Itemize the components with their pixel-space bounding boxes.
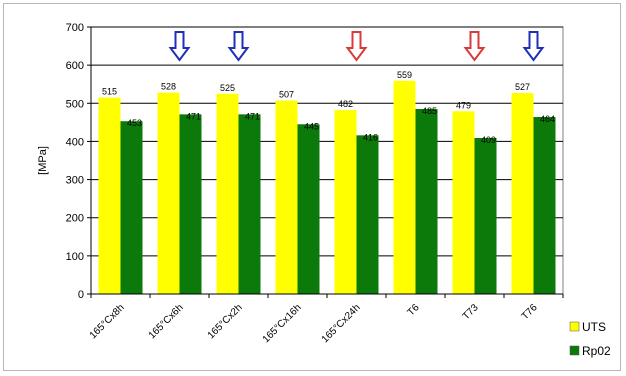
category-label: T73	[461, 302, 481, 322]
category-label: T6	[406, 302, 422, 318]
rp02-value-label: 409	[481, 135, 496, 145]
legend-swatch-rp02	[569, 345, 580, 356]
y-tick-label: 600	[66, 60, 84, 72]
uts-bar	[393, 80, 416, 294]
y-axis-title: [MPa]	[37, 146, 49, 175]
uts-bar	[275, 100, 298, 294]
legend-label-uts: UTS	[582, 320, 606, 334]
rp02-bar	[120, 121, 143, 294]
markers	[168, 31, 545, 62]
category-label: 165°Cx24h	[320, 302, 363, 345]
legend: UTS Rp02	[569, 320, 611, 358]
rp02-value-label: 453	[127, 118, 142, 128]
uts-bar	[334, 110, 357, 294]
uts-value-label: 479	[456, 100, 471, 110]
bar-chart: 515 453 528 471 525 471 507 445 482 416 559 485 479 4…	[37, 22, 611, 358]
down-arrow-icon	[168, 31, 191, 62]
y-tick-label: 0	[78, 289, 84, 301]
legend-label-rp02: Rp02	[582, 344, 611, 358]
rp02-bar	[415, 109, 438, 294]
uts-value-label: 515	[102, 87, 117, 97]
uts-value-label: 528	[161, 82, 176, 92]
rp02-value-label: 416	[363, 132, 378, 142]
rp02-bar	[179, 114, 202, 295]
category-label: 165°Cx6h	[147, 302, 186, 341]
rp02-value-label: 485	[422, 106, 437, 116]
y-tick-label: 300	[66, 175, 84, 187]
uts-value-label: 527	[515, 82, 530, 92]
y-tick-label: 500	[66, 98, 84, 110]
chart-frame: 515 453 528 471 525 471 507 445 482 416 559 485 479 4…	[3, 3, 621, 371]
category-label: 165°Cx8h	[88, 302, 127, 341]
rp02-value-label: 471	[186, 111, 201, 121]
y-tick-label: 200	[66, 213, 84, 225]
rp02-value-label: 445	[304, 121, 319, 131]
y-tick-label: 100	[66, 251, 84, 263]
rp02-bar	[356, 135, 379, 294]
rp02-value-label: 471	[245, 111, 260, 121]
down-arrow-icon	[522, 31, 545, 62]
category-label: T76	[520, 302, 540, 322]
rp02-bar	[533, 117, 556, 294]
y-tick-label: 700	[66, 22, 84, 34]
y-tick-label: 400	[66, 136, 84, 148]
uts-value-label: 482	[338, 99, 353, 109]
uts-bar	[452, 111, 475, 294]
uts-bar	[157, 92, 180, 294]
uts-value-label: 559	[397, 70, 412, 80]
uts-value-label: 507	[279, 90, 294, 100]
category-label: 165°Cx16h	[261, 302, 304, 345]
legend-swatch-uts	[569, 321, 580, 332]
down-arrow-icon	[227, 31, 250, 62]
uts-bar	[511, 92, 534, 294]
category-label: 165°Cx2h	[206, 302, 245, 341]
bars	[98, 80, 556, 295]
rp02-bar	[238, 114, 261, 295]
rp02-bar	[297, 124, 320, 294]
uts-value-label: 525	[220, 83, 235, 93]
data-labels: 515 453 528 471 525 471 507 445 482 416 559 485 479 4…	[102, 70, 555, 145]
uts-bar	[98, 97, 121, 294]
down-arrow-icon	[463, 31, 486, 62]
down-arrow-icon	[345, 31, 368, 62]
rp02-bar	[474, 137, 497, 294]
rp02-value-label: 464	[540, 114, 555, 124]
uts-bar	[216, 93, 239, 294]
